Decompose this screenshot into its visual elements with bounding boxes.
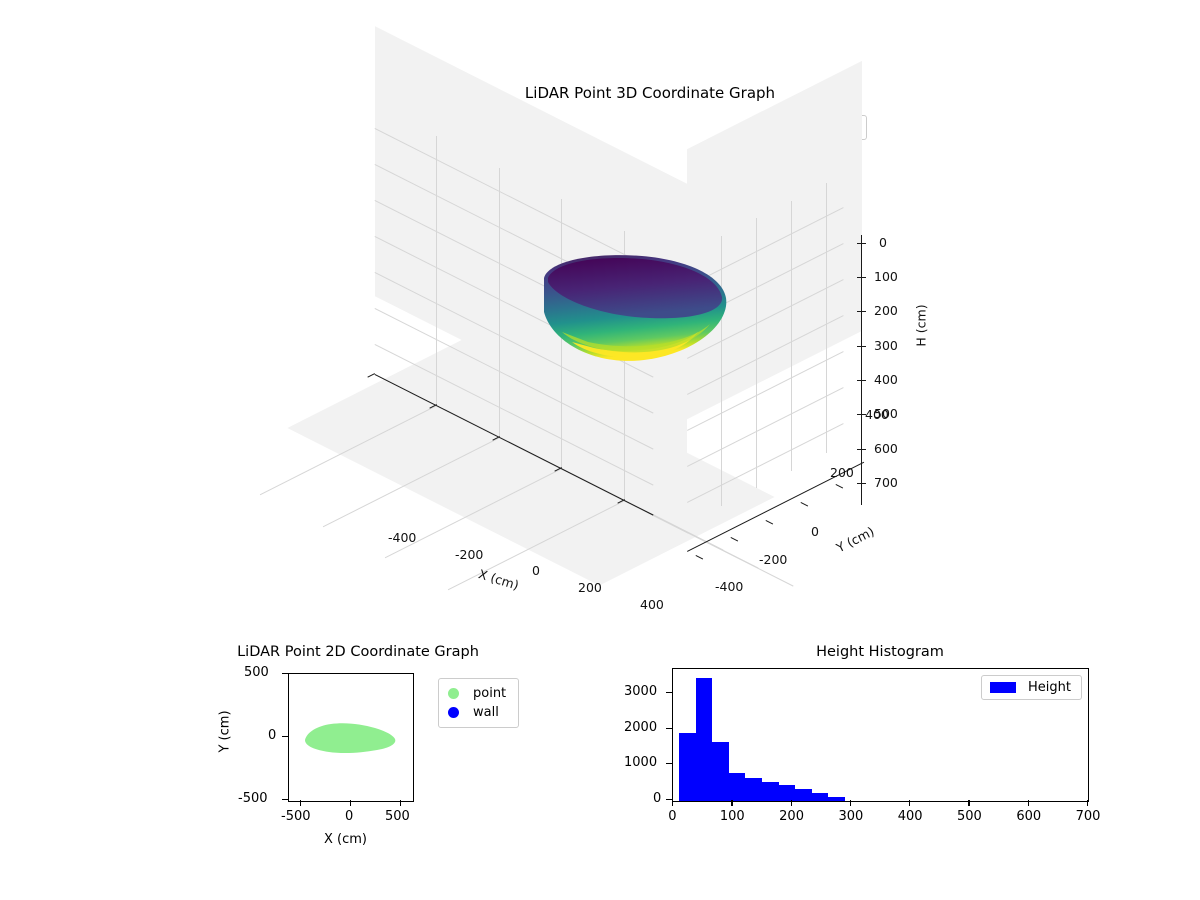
- lidar-2d-plot: LiDAR Point 2D Coordinate Graph 500 0 -5…: [200, 640, 540, 860]
- histogram-x-tick-mark: [909, 800, 911, 806]
- height-histogram-frame: Height: [672, 668, 1089, 802]
- lidar-2d-point-blob: [289, 674, 413, 801]
- histogram-bars: [673, 669, 1088, 801]
- histogram-x-tick-7: 700: [1075, 809, 1101, 824]
- histogram-x-tick-mark: [1027, 800, 1029, 806]
- axis3d-y-tick-1: -200: [759, 552, 788, 567]
- histogram-x-tick-mark: [672, 800, 674, 806]
- histogram-x-tick-mark: [790, 800, 792, 806]
- histogram-bar: [695, 677, 713, 801]
- histogram-bar: [795, 789, 812, 801]
- lidar-2d-legend[interactable]: point wall: [438, 678, 520, 728]
- legend-label-point: point: [473, 686, 507, 701]
- histogram-bar: [745, 778, 762, 801]
- height-histogram-plot: Height Histogram Height 0 1000 2000 3000…: [624, 640, 1120, 860]
- lidar-2d-y-tick-0: 500: [244, 665, 269, 680]
- histogram-bar: [712, 742, 729, 801]
- axis3d-x-tick-1: -200: [455, 547, 484, 562]
- lidar-2d-y-tick-1: 0: [268, 728, 277, 743]
- lidar-3d-title: LiDAR Point 3D Coordinate Graph: [524, 84, 776, 102]
- histogram-bar: [778, 784, 796, 801]
- legend-swatch-height: [990, 682, 1017, 693]
- histogram-x-tick-5: 500: [957, 809, 982, 824]
- legend-label-height: Height: [1028, 680, 1071, 695]
- histogram-bar: [828, 797, 845, 801]
- histogram-x-tick-6: 600: [1016, 809, 1042, 824]
- axis3d-z-tick-2: 200: [874, 303, 898, 318]
- histogram-y-tick-0: 0: [653, 791, 662, 806]
- axis3d-y-tick-3: 200: [830, 465, 854, 480]
- histogram-x-tick-3: 300: [838, 809, 864, 824]
- lidar-point-cloud-3d: [538, 250, 727, 370]
- histogram-x-tick-0: 0: [668, 809, 677, 824]
- axis3d-z-tick-1: 100: [874, 269, 898, 284]
- legend-entry-point[interactable]: point: [448, 684, 506, 703]
- axis3d-z-tick-6: 600: [874, 441, 898, 456]
- histogram-x-tick-1: 100: [719, 809, 745, 824]
- histogram-bar: [678, 733, 696, 801]
- axis3d-y-tick-2: 0: [811, 524, 819, 539]
- lidar-3d-plot: LiDAR Point 3D Coordinate Graph point: [259, 26, 970, 620]
- axis3d-x-tick-0: -400: [388, 530, 417, 545]
- lidar-2d-x-tick-1: 0: [345, 809, 354, 824]
- axis3d-x-tick-4: 400: [640, 597, 664, 612]
- axis3d-x-label: X (cm): [476, 566, 521, 593]
- histogram-x-tick-mark: [968, 800, 970, 806]
- histogram-y-tick-3: 3000: [624, 684, 658, 699]
- lidar-2d-x-tick-0: -500: [281, 809, 311, 824]
- axis3d-z-tick-4: 400: [874, 372, 898, 387]
- height-histogram-title: Height Histogram: [816, 644, 944, 660]
- axis3d-z-tick-0: 0: [879, 235, 887, 250]
- axis3d-y-tick-4: 400: [865, 407, 889, 422]
- axis3d-y-label: Y (cm): [833, 523, 877, 556]
- legend-marker-wall: [448, 707, 459, 718]
- histogram-x-tick-mark: [1087, 800, 1089, 806]
- histogram-y-tick-1: 1000: [624, 755, 658, 770]
- axis3d-z-tick-7: 700: [874, 475, 898, 490]
- histogram-bar: [728, 773, 746, 801]
- legend-entry-wall[interactable]: wall: [448, 703, 506, 722]
- histogram-x-tick-2: 200: [779, 809, 804, 824]
- axis3d-z-tick-5: 500: [874, 406, 898, 421]
- histogram-x-tick-mark: [849, 800, 852, 806]
- lidar-2d-frame: [288, 673, 414, 802]
- axis3d-y-tick-0: -400: [715, 579, 744, 594]
- height-histogram-legend[interactable]: Height: [981, 675, 1082, 700]
- lidar-2d-x-label: X (cm): [324, 832, 367, 847]
- lidar-2d-title: LiDAR Point 2D Coordinate Graph: [237, 644, 479, 660]
- lidar-2d-y-label: Y (cm): [217, 710, 233, 753]
- histogram-x-tick-mark: [731, 800, 733, 806]
- histogram-bar: [761, 781, 779, 801]
- axis3d-z-tick-3: 300: [874, 338, 898, 353]
- axis3d-z-spine: [860, 235, 862, 505]
- axis3d-z-label: H (cm): [913, 304, 929, 347]
- lidar-2d-x-tick-2: 500: [385, 809, 410, 824]
- legend-marker-point: [448, 688, 459, 699]
- histogram-x-tick-4: 400: [897, 809, 923, 824]
- histogram-bar: [811, 792, 829, 801]
- axis3d-x-tick-3: 200: [578, 580, 602, 595]
- lidar-2d-y-tick-2: -500: [238, 791, 268, 806]
- legend-label-wall: wall: [473, 705, 499, 720]
- axis3d-x-tick-2: 0: [532, 563, 540, 578]
- histogram-y-tick-2: 2000: [624, 720, 658, 735]
